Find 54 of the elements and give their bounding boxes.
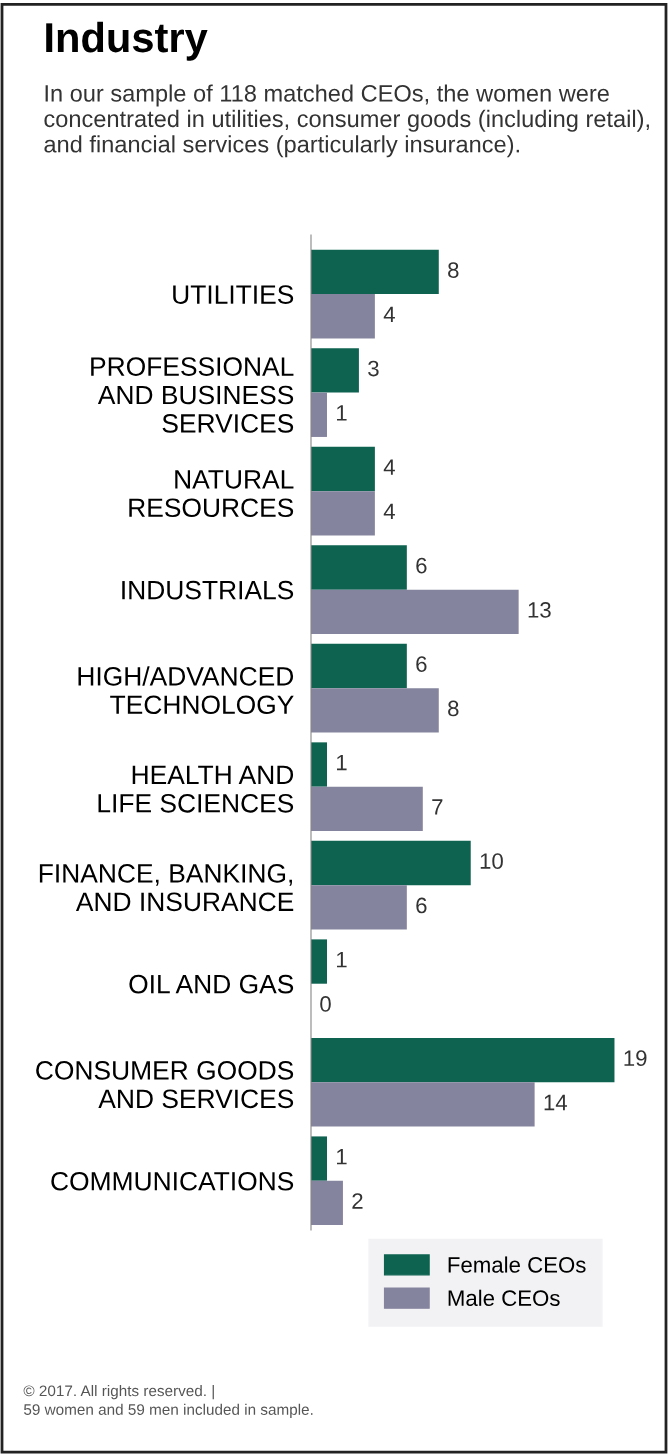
y-tick-label: INDUSTRIALS xyxy=(122,580,294,600)
data-label: 19 xyxy=(624,1050,647,1067)
y-tick-label: PROFESSIONAL AND BUSINESS SERVICES xyxy=(91,357,294,433)
bar xyxy=(311,348,359,393)
bar xyxy=(311,885,407,930)
bar xyxy=(311,545,407,590)
data-label: 1 xyxy=(337,405,347,421)
data-label: 6 xyxy=(416,557,427,574)
bar xyxy=(311,1136,327,1181)
data-label: 4 xyxy=(383,503,395,520)
text: © 2017. All rights reserved. | 59 women and 59 men included in sample. xyxy=(23,1385,313,1418)
bar xyxy=(311,249,439,295)
data-label: 1 xyxy=(337,1149,347,1165)
bar xyxy=(311,294,375,339)
data-label: 4 xyxy=(383,459,395,475)
data-label: 6 xyxy=(416,656,427,672)
bar xyxy=(311,491,375,536)
data-label: 6 xyxy=(416,897,427,914)
data-label: 0 xyxy=(320,996,331,1012)
data-label: 3 xyxy=(368,360,379,377)
legend-label: Female CEOs xyxy=(448,1256,586,1273)
bar xyxy=(311,742,327,787)
bar xyxy=(311,939,327,984)
y-tick-label: FINANCE, BANKING, AND INSURANCE xyxy=(39,864,294,912)
y-tick-label: NATURAL RESOURCES xyxy=(129,470,294,518)
bar xyxy=(311,1180,343,1226)
bar xyxy=(311,643,407,689)
data-label: 13 xyxy=(528,602,551,618)
y-tick-label: CONSUMER GOODS AND SERVICES xyxy=(36,1061,294,1109)
data-label: 2 xyxy=(352,1193,363,1209)
chart-subtitle: In our sample of 118 matched CEOs, the women were concentrated in utilities, consumer goods (including retail), and financial services (particularly insurance). xyxy=(44,84,649,158)
bar xyxy=(311,786,423,832)
bar xyxy=(311,688,439,733)
data-label: 8 xyxy=(448,262,459,278)
bar xyxy=(311,1037,615,1083)
data-label: 7 xyxy=(432,799,443,815)
bar xyxy=(311,392,327,437)
y-tick-label: HIGH/ADVANCED TECHNOLOGY xyxy=(78,666,294,715)
data-label: 10 xyxy=(480,853,503,869)
bar xyxy=(311,589,519,634)
bar xyxy=(311,446,375,492)
y-tick-label: UTILITIES xyxy=(173,285,294,304)
bar xyxy=(311,840,471,886)
data-label: 14 xyxy=(544,1094,568,1111)
data-label: 1 xyxy=(337,952,347,968)
y-tick-label: HEALTH AND LIFE SCIENCES xyxy=(98,765,294,813)
data-label: 1 xyxy=(337,754,347,771)
y-tick-label: OIL AND GAS xyxy=(129,974,294,994)
y-tick-label: COMMUNICATIONS xyxy=(51,1171,294,1191)
legend-label: Male CEOs xyxy=(448,1289,560,1307)
data-label: 4 xyxy=(383,306,395,323)
bar xyxy=(311,1082,535,1127)
chart-title: Industry xyxy=(46,21,208,61)
data-label: 8 xyxy=(448,700,459,717)
